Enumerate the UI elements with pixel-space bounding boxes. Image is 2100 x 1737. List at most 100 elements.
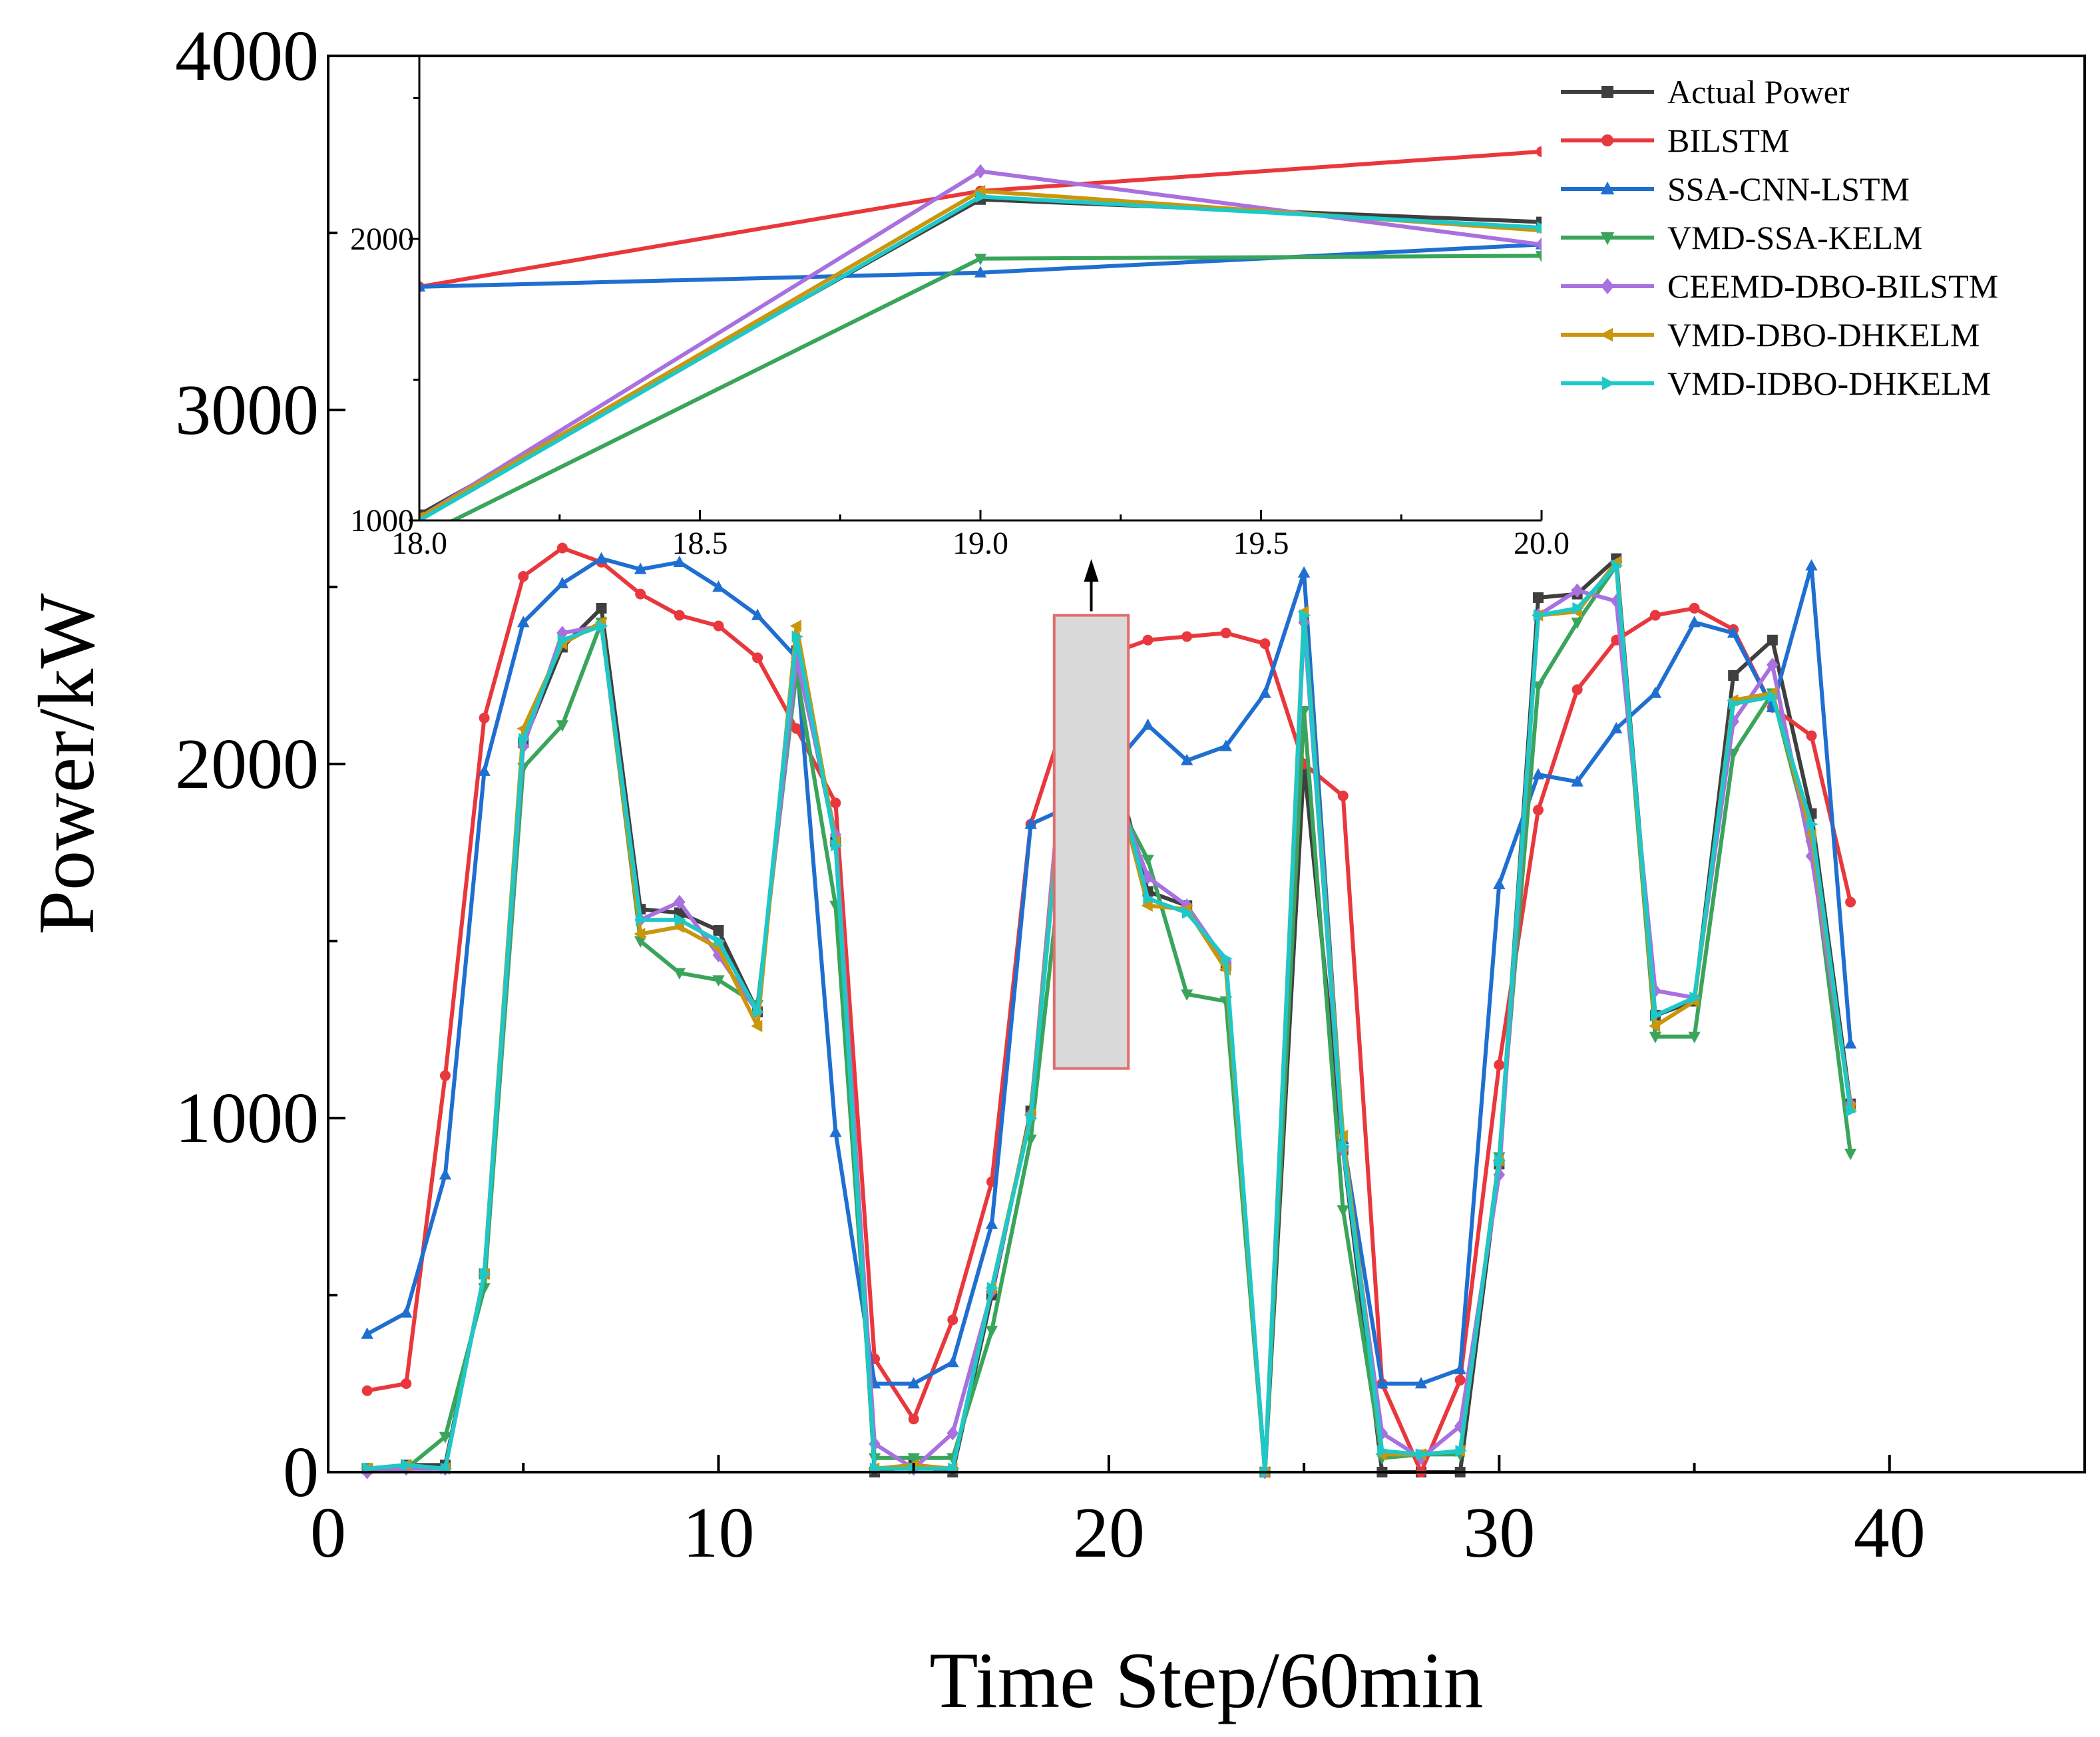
inset-x-tick-label: 20.0 (1514, 526, 1570, 561)
inset-data-point (974, 254, 987, 266)
data-point (1414, 1377, 1428, 1389)
data-point (1727, 626, 1740, 638)
legend-label: SSA-CNN-LSTM (1667, 170, 1910, 208)
data-point (1142, 718, 1154, 730)
data-point (752, 652, 763, 664)
data-point (595, 552, 608, 564)
data-point (1376, 1377, 1388, 1389)
data-point (946, 1356, 959, 1368)
data-point (479, 712, 490, 723)
legend-entry-vmd-idbo-dhkelm: VMD-IDBO-DHKELM (1561, 365, 1991, 402)
inset-data-point (974, 266, 987, 278)
data-point (1141, 899, 1153, 912)
data-point (596, 620, 608, 632)
data-point (479, 1267, 491, 1280)
x-tick-label: 20 (1073, 1493, 1145, 1573)
data-point (401, 1459, 413, 1471)
data-point (1026, 1111, 1038, 1125)
x-tick-label: 30 (1463, 1493, 1535, 1573)
data-point (1728, 670, 1739, 681)
inset-x-tick-label: 19.5 (1233, 526, 1289, 561)
data-point (1767, 690, 1779, 703)
data-point (478, 764, 491, 776)
data-point (713, 925, 724, 936)
data-point (518, 571, 529, 582)
data-point (673, 555, 686, 567)
data-point (635, 588, 646, 600)
inset-data-point (974, 184, 986, 198)
data-point (635, 913, 648, 926)
data-point (1259, 638, 1271, 650)
data-point (1532, 805, 1544, 816)
data-point (1649, 1032, 1662, 1044)
data-point (1494, 1060, 1505, 1071)
data-point (713, 620, 724, 632)
data-point (1337, 1205, 1349, 1217)
data-point (1142, 634, 1154, 646)
data-point (674, 894, 686, 910)
data-point (1493, 877, 1506, 890)
data-point (1688, 1032, 1701, 1044)
legend-label: Actual Power (1667, 73, 1850, 110)
data-point (1416, 1448, 1428, 1461)
inset-plot: 18.0 18.5 19.0 19.5 20.0 1000 2000 (350, 56, 1570, 561)
inset-x-tick-label: 18.5 (672, 526, 728, 561)
data-point (1806, 730, 1817, 741)
y-axis-title: Power/kW (22, 593, 110, 935)
data-point (907, 1453, 920, 1465)
data-point (1845, 1105, 1858, 1117)
data-point (1143, 892, 1155, 905)
data-point (1181, 631, 1193, 642)
data-point (831, 839, 843, 852)
legend-swatch-marker (1601, 376, 1615, 391)
data-point (1689, 602, 1700, 614)
data-point (439, 1168, 452, 1180)
legend-label: CEEMD-DBO-BILSTM (1667, 268, 1998, 305)
data-point (1844, 1149, 1857, 1161)
data-point (789, 620, 801, 632)
data-point (1767, 658, 1779, 672)
data-point (712, 580, 725, 592)
legend-entry-ssa-cnn-lstm: SSA-CNN-LSTM (1561, 170, 1910, 208)
inset-x-tick-label: 19.0 (952, 526, 1008, 561)
data-point (1454, 1362, 1466, 1374)
data-point (714, 934, 726, 948)
data-point (1299, 609, 1311, 622)
x-tick-label: 0 (310, 1493, 346, 1573)
legend-swatch-marker (1599, 327, 1613, 342)
data-point (1689, 991, 1701, 1004)
data-point (751, 1020, 763, 1032)
data-point (556, 542, 568, 554)
data-point (986, 1282, 998, 1294)
x-axis-title: Time Step/60min (929, 1636, 1483, 1724)
inset-data-point (1535, 251, 1542, 263)
data-point (1649, 686, 1662, 698)
legend-label: VMD-IDBO-DHKELM (1667, 365, 1991, 402)
data-point (1571, 618, 1583, 630)
data-point (1377, 1444, 1389, 1457)
x-tick-label: 40 (1854, 1493, 1926, 1573)
legend-swatch-marker (1601, 278, 1614, 295)
data-point (946, 1426, 959, 1441)
data-point (1338, 1140, 1350, 1153)
x-tick-label: 10 (682, 1493, 754, 1573)
legend: Actual Power BILSTM SSA-CNN-LSTM VMD-SSA-KE… (1561, 73, 1998, 402)
data-point (1220, 628, 1231, 639)
data-point (519, 733, 530, 745)
data-point (557, 634, 569, 646)
legend-swatch-marker (1601, 134, 1613, 146)
inset-data-point (974, 164, 986, 179)
data-point (1727, 714, 1739, 729)
legend-entry-ceemd-dbo-bilstm: CEEMD-DBO-BILSTM (1561, 268, 1998, 305)
legend-entry-vmd-ssa-kelm: VMD-SSA-KELM (1561, 219, 1922, 256)
data-point (1571, 583, 1583, 598)
inset-data-point (419, 280, 426, 292)
data-point (1572, 684, 1583, 695)
legend-swatch-marker (1600, 232, 1615, 246)
data-point (1180, 989, 1193, 1001)
legend-swatch-marker (1601, 86, 1613, 98)
data-point (1572, 602, 1584, 615)
data-point (1221, 952, 1233, 965)
data-point (672, 920, 684, 933)
